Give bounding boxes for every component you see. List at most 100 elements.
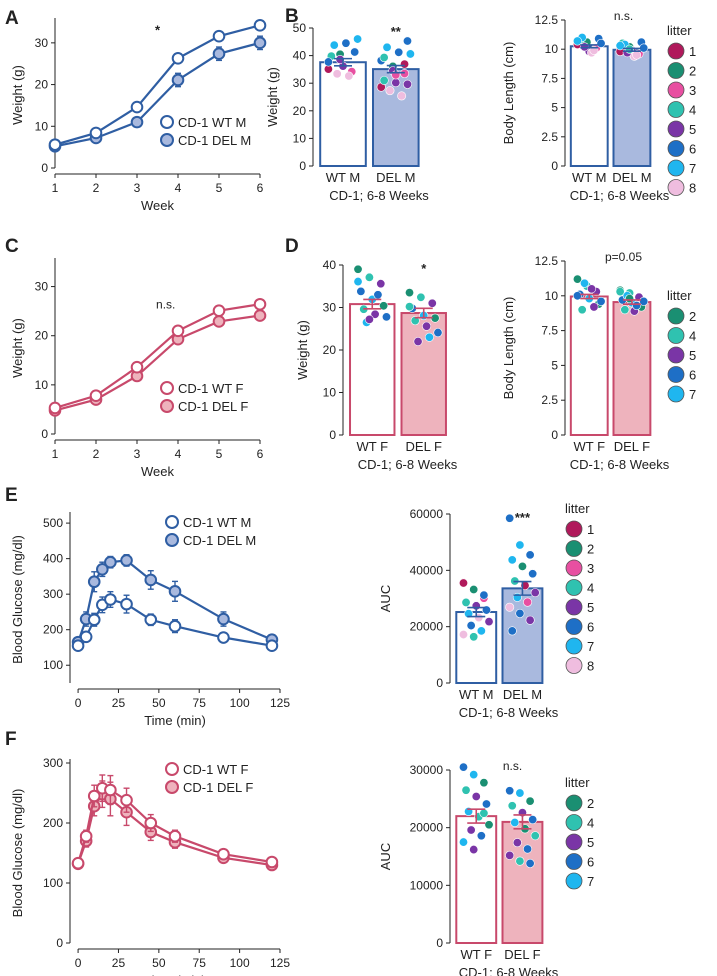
data-point (104, 783, 117, 797)
litter-point (353, 34, 363, 44)
x-tick-label: 5 (216, 447, 223, 461)
litter-point (596, 296, 606, 306)
litter-point (469, 845, 479, 855)
litter-point (469, 584, 479, 594)
litter-legend-label: 4 (587, 581, 594, 596)
litter-legend-2: litter 2 4 5 6 7 (667, 288, 696, 403)
panel-label-f: F (5, 729, 17, 750)
y-tick-label: 100 (43, 876, 63, 890)
data-point (89, 126, 103, 140)
legend-label: CD-1 DEL F (178, 399, 248, 414)
y-axis-label: Weight (g) (10, 65, 25, 125)
litter-point (458, 762, 468, 772)
litter-swatch-4 (565, 579, 583, 596)
litter-point (615, 41, 625, 51)
litter-legend-label: 2 (587, 796, 594, 811)
legend-marker (160, 381, 174, 395)
y-tick-label: 60000 (410, 507, 444, 521)
y-axis-label: Weight (g) (265, 67, 280, 127)
x-axis-label: CD-1; 6-8 Weeks (459, 705, 559, 720)
data-point (253, 309, 267, 322)
legend-marker (165, 780, 179, 794)
significance-label: ** (391, 24, 402, 39)
legend-label: CD-1 DEL F (183, 780, 253, 795)
litter-point (364, 272, 374, 282)
legend-label: CD-1 WT F (178, 381, 244, 396)
significance-label: n.s. (156, 298, 175, 312)
x-tick-label: 6 (257, 447, 264, 461)
y-tick-label: 10 (293, 131, 307, 145)
chart-f2: 0 10000 20000 30000 AUC WT F DEL F CD-1; 6-8 We… (378, 759, 559, 976)
y-tick-label: 200 (43, 623, 63, 637)
y-axis-label: Blood Glucose (mg/dl) (10, 789, 25, 918)
x-tick-label: 100 (230, 696, 250, 710)
series-line-0 (54, 24, 261, 146)
y-tick-label: 20 (35, 329, 49, 343)
litter-point (466, 621, 476, 631)
litter-point (505, 602, 515, 612)
litter-legend-label: 1 (587, 522, 594, 537)
data-point (79, 630, 93, 644)
bar-del-m (501, 587, 544, 684)
litter-legend-label: 5 (689, 348, 696, 363)
litter-legend-label: 5 (587, 835, 594, 850)
litter-point (458, 837, 468, 847)
litter-point (416, 292, 426, 302)
y-tick-label: 200 (43, 816, 63, 830)
litter-legend-label: 1 (689, 44, 696, 59)
y-tick-label: 12.5 (535, 254, 559, 268)
bar-wt-m (569, 45, 609, 167)
litter-point (394, 47, 404, 57)
x-axis-label: Week (141, 198, 174, 213)
litter-point (632, 301, 642, 311)
x-axis-label: CD-1; 6-8 Weeks (570, 188, 670, 203)
y-tick-label: 400 (43, 552, 63, 566)
litter-point (382, 42, 392, 52)
litter-point (379, 53, 389, 63)
category-label: DEL F (614, 439, 650, 454)
x-axis-label: CD-1; 6-8 Weeks (358, 457, 458, 472)
y-tick-label: 10 (545, 42, 559, 56)
y-tick-label: 0 (299, 159, 306, 173)
litter-legend-label: 4 (689, 329, 696, 344)
litter-point (323, 57, 333, 67)
data-point (171, 51, 185, 65)
litter-legend-label: 6 (587, 855, 594, 870)
litter-point (479, 590, 489, 600)
litter-point (405, 302, 415, 312)
litter-point (400, 69, 410, 79)
data-point (87, 575, 101, 589)
y-tick-label: 10 (35, 119, 49, 133)
x-tick-label: 50 (152, 696, 166, 710)
litter-point (523, 597, 533, 607)
y-tick-label: 5 (551, 101, 558, 115)
category-label: WT F (573, 439, 605, 454)
data-point (48, 401, 62, 415)
category-label: DEL M (612, 170, 651, 185)
category-label: WT M (326, 170, 360, 185)
y-tick-label: 40 (323, 258, 337, 272)
y-tick-label: 7.5 (541, 324, 558, 338)
legend-marker (160, 115, 174, 129)
x-tick-label: 75 (193, 696, 207, 710)
litter-point (517, 561, 527, 571)
litter-point (397, 91, 407, 101)
litter-point (515, 608, 525, 618)
y-tick-label: 20000 (410, 620, 444, 634)
litter-point (580, 42, 590, 52)
chart-a: 0 10 20 30 1 2 3 4 5 6 Week Weight (g) CD-1 WT M CD-1… (10, 18, 267, 213)
y-axis-label: AUC (378, 585, 393, 612)
y-axis-label: Body Length (cm) (501, 297, 516, 400)
litter-point (505, 850, 515, 860)
chart-e1: 100 200 300 400 500 0 25 50 75 100 125 Time (min) Bl… (10, 512, 290, 728)
litter-legend-title: litter (565, 775, 590, 790)
y-tick-label: 10000 (410, 878, 444, 892)
series-line-0 (77, 598, 273, 647)
y-axis-label: Weight (g) (295, 320, 310, 380)
litter-swatch-7 (667, 385, 685, 403)
litter-point (341, 38, 351, 48)
y-tick-label: 0 (551, 428, 558, 442)
y-axis-label: Blood Glucose (mg/dl) (10, 535, 25, 664)
litter-swatch-8 (565, 657, 583, 674)
litter-point (507, 801, 517, 811)
